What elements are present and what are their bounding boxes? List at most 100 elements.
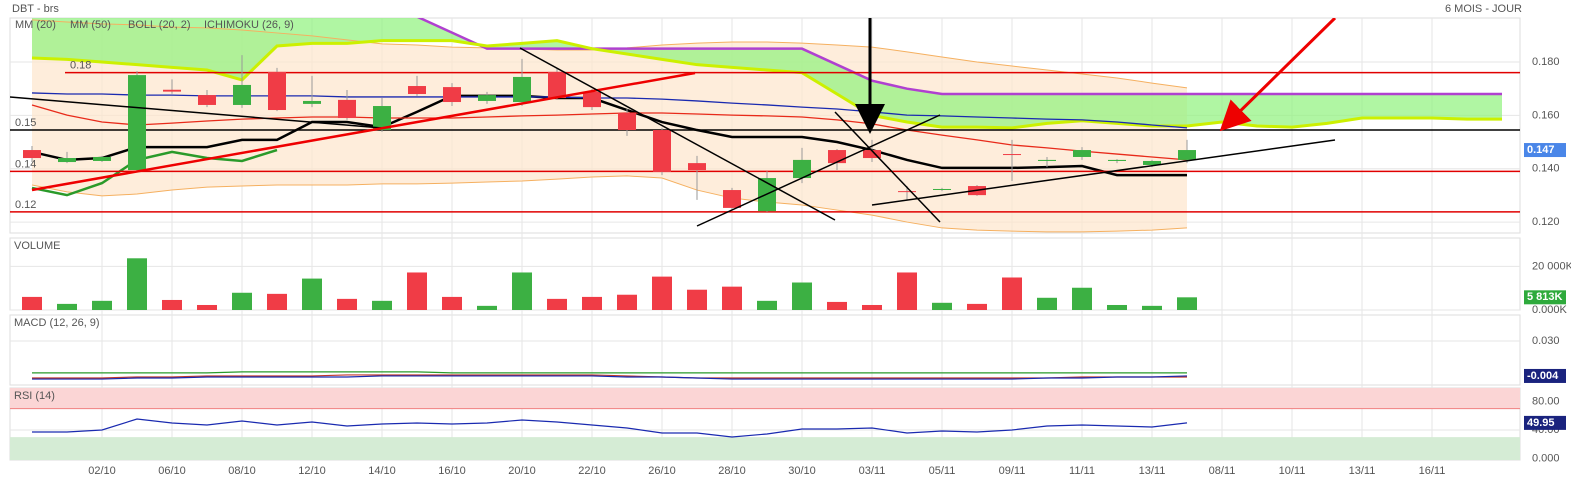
volume-bar xyxy=(757,300,777,310)
volume-bar xyxy=(1072,287,1092,310)
candle-body xyxy=(548,71,566,99)
x-tick-label: 13/11 xyxy=(1139,465,1166,477)
y-tick-label: 0.180 xyxy=(1532,56,1560,68)
candle-body xyxy=(1108,159,1126,161)
moving-average xyxy=(31,104,1188,161)
y-tick-label: 0.160 xyxy=(1532,109,1560,121)
candle-body xyxy=(1003,154,1021,156)
volume-bar xyxy=(792,282,812,310)
y-tick-label: 0.120 xyxy=(1532,216,1560,228)
volume-bar xyxy=(617,294,637,310)
volume-bar xyxy=(547,298,567,310)
volume-bar xyxy=(22,296,42,310)
legend-entry: MM (20) xyxy=(15,19,56,31)
candle-body xyxy=(373,106,391,131)
volume-bar xyxy=(1142,305,1162,310)
x-tick-label: 06/10 xyxy=(158,465,186,477)
legend-entry: MM (50) xyxy=(70,19,111,31)
volume-bar xyxy=(302,278,322,310)
volume-bar xyxy=(722,286,742,310)
volume-bar xyxy=(1002,277,1022,310)
volume-bar xyxy=(687,289,707,310)
period: 6 MOIS - JOUR xyxy=(1445,3,1522,15)
volume-bar xyxy=(897,272,917,310)
y-tick-label: 20 000K xyxy=(1532,260,1571,272)
volume-bar xyxy=(197,304,217,310)
candle-body xyxy=(933,188,951,190)
candle-body xyxy=(338,99,356,119)
bollinger-line xyxy=(31,175,1188,233)
volume-bar xyxy=(407,272,427,310)
candle-body xyxy=(93,156,111,161)
candle-body xyxy=(1178,150,1196,160)
volume-bar xyxy=(827,301,847,310)
x-tick-label: 28/10 xyxy=(718,465,746,477)
candle-body xyxy=(828,150,846,164)
overbought-zone xyxy=(10,388,1520,409)
last-value-label: 0.147 xyxy=(1527,144,1555,156)
x-tick-label: 10/11 xyxy=(1279,465,1306,477)
trend-line xyxy=(871,139,1336,206)
ichimoku-cloud xyxy=(32,18,1502,128)
candle-body xyxy=(233,84,251,105)
last-value-label: -0.004 xyxy=(1527,370,1559,382)
volume-bar xyxy=(162,299,182,310)
volume-bar xyxy=(967,303,987,310)
panel-frame xyxy=(9,314,1521,386)
moving-average xyxy=(31,92,1188,129)
x-tick-label: 13/11 xyxy=(1349,465,1376,477)
y-tick-label: 0.030 xyxy=(1532,335,1560,347)
x-tick-label: 22/10 xyxy=(578,465,606,477)
candle-body xyxy=(723,190,741,208)
candle-body xyxy=(1143,160,1161,165)
sub-panels xyxy=(10,258,1520,460)
candle-body xyxy=(303,100,321,104)
candle-body xyxy=(163,89,181,92)
volume-bar xyxy=(652,276,672,310)
x-tick-label: 05/11 xyxy=(929,465,956,477)
x-tick-label: 08/10 xyxy=(228,465,256,477)
candle-body xyxy=(268,71,286,111)
x-tick-label: 14/10 xyxy=(368,465,396,477)
candle-body xyxy=(128,75,146,171)
indicator-line xyxy=(32,374,1187,379)
x-tick-label: 11/11 xyxy=(1069,465,1095,477)
ichimoku-line xyxy=(31,94,1187,177)
chart-title: DBT - brs xyxy=(12,3,59,15)
volume-bar xyxy=(477,305,497,310)
candle-body xyxy=(688,163,706,171)
candle-body xyxy=(478,95,496,101)
x-tick-label: 12/10 xyxy=(298,465,326,477)
x-tick-label: 03/11 xyxy=(859,465,886,477)
ichimoku-line xyxy=(31,39,1502,130)
y-tick-label: 0.000 xyxy=(1532,452,1560,464)
x-tick-label: 30/10 xyxy=(788,465,816,477)
level-label: 0.12 xyxy=(15,199,36,211)
last-value-box xyxy=(1524,143,1566,158)
candle-body xyxy=(583,91,601,108)
indicator-line xyxy=(32,418,1188,438)
volume-bar xyxy=(1177,297,1197,310)
candle-body xyxy=(58,158,76,163)
candle-body xyxy=(1038,159,1056,161)
trend-line xyxy=(696,114,941,227)
volume-bar xyxy=(127,258,147,310)
level-label: 0.18 xyxy=(70,60,91,72)
x-tick-label: 26/10 xyxy=(648,465,676,477)
level-label: 0.14 xyxy=(15,158,36,170)
oversold-zone xyxy=(10,437,1520,460)
volume-bar xyxy=(862,304,882,310)
volume-bar xyxy=(1037,297,1057,310)
volume-bar xyxy=(267,293,287,310)
candle-body xyxy=(23,150,41,159)
legend-entry: ICHIMOKU (26, 9) xyxy=(204,19,294,31)
x-tick-label: 02/10 xyxy=(88,465,116,477)
x-tick-label: 20/10 xyxy=(508,465,536,477)
candle-body xyxy=(898,191,916,193)
x-tick-label: 08/11 xyxy=(1209,465,1236,477)
volume-bar xyxy=(57,303,77,310)
candle-body xyxy=(863,150,881,159)
legend-entry: BOLL (20, 2) xyxy=(128,19,191,31)
candle-body xyxy=(653,130,671,172)
